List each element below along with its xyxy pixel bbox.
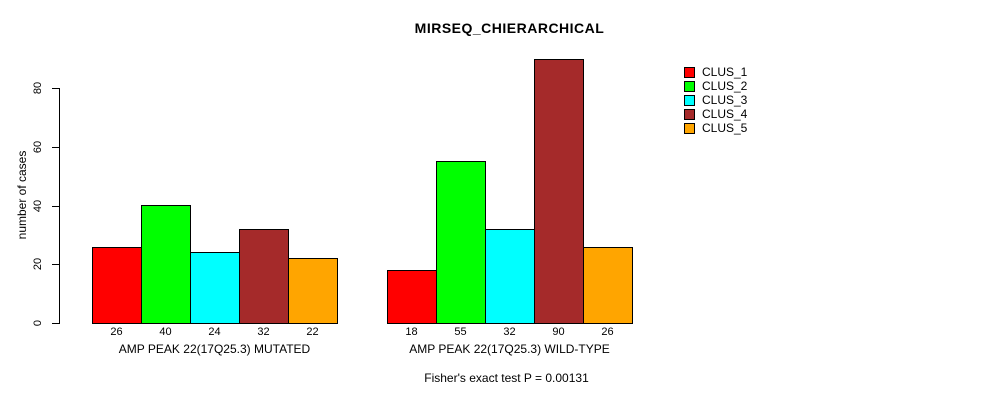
bar-value-label: 18: [405, 326, 418, 338]
y-tick-mark: [52, 264, 59, 266]
bar-value-label: 24: [208, 326, 221, 338]
y-tick-label: 60: [32, 140, 44, 153]
legend-row: CLUS_2: [684, 79, 747, 93]
bar-clus_1-group2: [387, 270, 437, 324]
bar-value-label: 26: [601, 326, 614, 338]
bar-value-label: 90: [552, 326, 565, 338]
group-label: AMP PEAK 22(17Q25.3) WILD-TYPE: [409, 342, 610, 356]
bar-clus_3-group1: [190, 252, 240, 324]
bar-value-label: 22: [306, 326, 319, 338]
y-tick-label: 40: [32, 199, 44, 212]
legend-row: CLUS_3: [684, 93, 747, 107]
bar-clus_4-group1: [239, 229, 289, 324]
chart-subtitle: Fisher's exact test P = 0.00131: [424, 371, 589, 385]
legend-label: CLUS_3: [702, 93, 748, 107]
y-tick-mark: [52, 205, 59, 207]
bar-value-label: 55: [454, 326, 467, 338]
group-label: AMP PEAK 22(17Q25.3) MUTATED: [118, 342, 311, 356]
bar-clus_2-group2: [436, 161, 486, 324]
bar-clus_5-group2: [583, 247, 633, 324]
bar-clus_5-group1: [288, 258, 338, 324]
bar-clus_3-group2: [485, 229, 535, 324]
chart-title: MIRSEQ_CHIERARCHICAL: [414, 20, 605, 36]
y-tick-label: 0: [32, 319, 44, 327]
bar-value-label: 32: [503, 326, 516, 338]
bar-clus_1-group1: [92, 247, 142, 324]
legend-row: CLUS_5: [684, 121, 747, 135]
legend-label: CLUS_2: [702, 79, 748, 93]
legend-label: CLUS_4: [702, 107, 748, 121]
legend: CLUS_1 CLUS_2 CLUS_3 CLUS_4 CLUS_5: [684, 65, 747, 135]
y-tick-label: 20: [32, 258, 44, 271]
bar-value-label: 26: [110, 326, 123, 338]
bar-value-label: 40: [159, 326, 172, 338]
bar-clus_4-group2: [534, 59, 584, 324]
y-tick-mark: [52, 88, 59, 89]
y-axis-label: number of cases: [15, 150, 29, 240]
y-axis-line: [59, 88, 60, 324]
legend-swatch: [684, 108, 695, 120]
legend-swatch: [684, 94, 695, 106]
legend-row: CLUS_1: [684, 65, 747, 79]
legend-swatch: [684, 122, 695, 134]
legend-label: CLUS_1: [702, 65, 748, 79]
bar-value-label: 32: [257, 326, 270, 338]
y-tick-mark: [52, 323, 59, 324]
bar-clus_2-group1: [141, 205, 191, 324]
legend-swatch: [684, 80, 695, 92]
y-tick-label: 80: [32, 81, 44, 95]
legend-row: CLUS_4: [684, 107, 747, 121]
y-tick-mark: [52, 146, 59, 148]
legend-label: CLUS_5: [702, 121, 748, 135]
legend-swatch: [684, 66, 695, 78]
